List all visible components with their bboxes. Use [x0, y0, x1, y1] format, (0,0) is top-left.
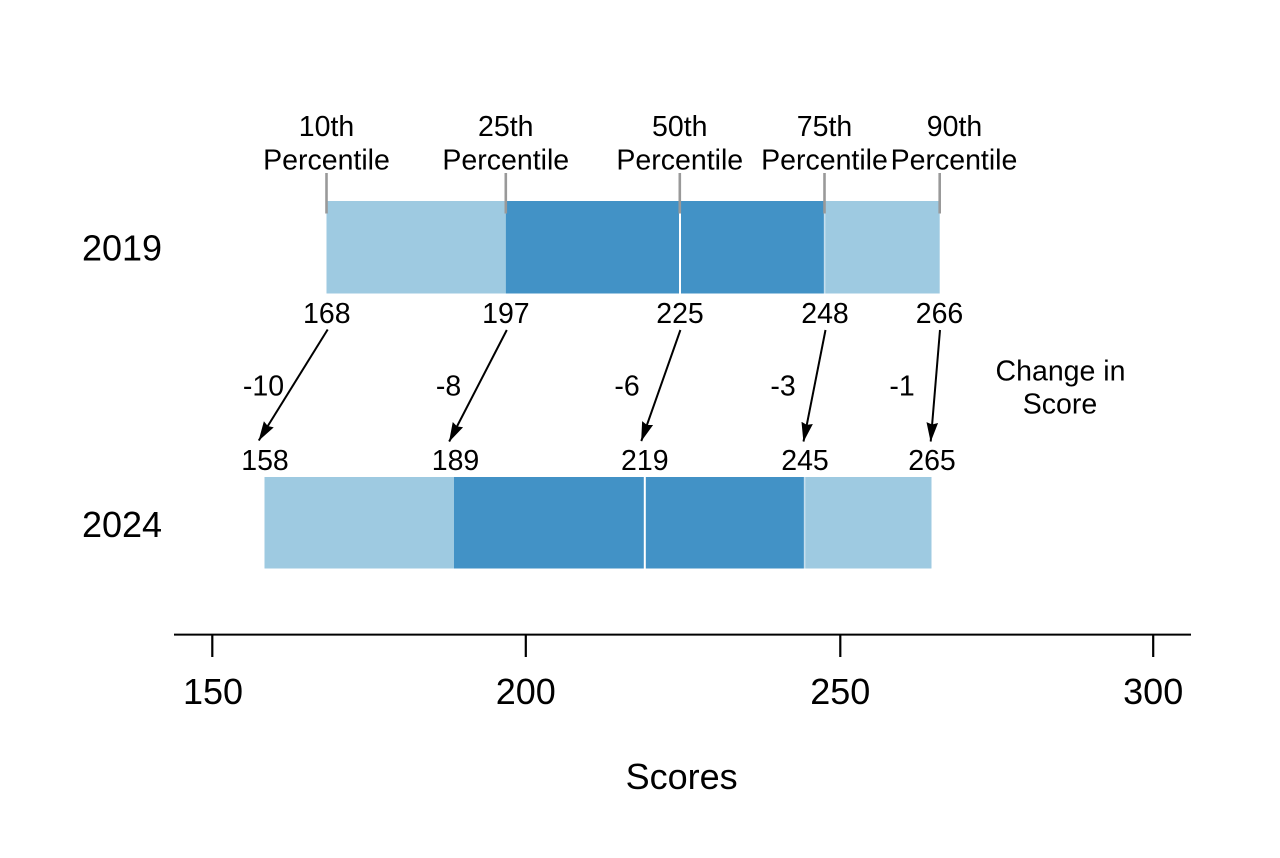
svg-text:197: 197 — [482, 298, 530, 330]
svg-text:10th: 10th — [299, 111, 354, 143]
svg-text:Percentile: Percentile — [891, 145, 1018, 177]
svg-text:250: 250 — [810, 671, 870, 712]
svg-text:25th: 25th — [478, 111, 533, 143]
svg-text:Change in: Change in — [996, 356, 1126, 388]
svg-text:-3: -3 — [770, 371, 795, 403]
svg-text:-6: -6 — [614, 371, 639, 403]
svg-text:Scores: Scores — [626, 756, 738, 797]
svg-text:-8: -8 — [436, 371, 461, 403]
svg-text:90th: 90th — [927, 111, 982, 143]
svg-text:200: 200 — [496, 671, 556, 712]
svg-text:50th: 50th — [652, 111, 707, 143]
svg-text:245: 245 — [781, 445, 829, 477]
svg-text:150: 150 — [183, 671, 243, 712]
svg-text:248: 248 — [801, 298, 849, 330]
svg-text:75th: 75th — [797, 111, 852, 143]
svg-text:Percentile: Percentile — [442, 145, 569, 177]
svg-text:2019: 2019 — [82, 228, 162, 269]
svg-text:-1: -1 — [889, 371, 914, 403]
svg-text:168: 168 — [303, 298, 351, 330]
svg-text:225: 225 — [656, 298, 704, 330]
svg-text:Percentile: Percentile — [761, 145, 888, 177]
svg-text:Percentile: Percentile — [616, 145, 743, 177]
svg-text:Score: Score — [1023, 389, 1097, 421]
svg-text:265: 265 — [908, 445, 956, 477]
svg-text:189: 189 — [432, 445, 480, 477]
svg-text:158: 158 — [241, 445, 289, 477]
svg-text:266: 266 — [916, 298, 964, 330]
svg-text:2024: 2024 — [82, 504, 162, 545]
svg-text:219: 219 — [621, 445, 669, 477]
svg-text:Percentile: Percentile — [263, 145, 390, 177]
svg-text:-10: -10 — [243, 371, 284, 403]
svg-text:300: 300 — [1123, 671, 1183, 712]
